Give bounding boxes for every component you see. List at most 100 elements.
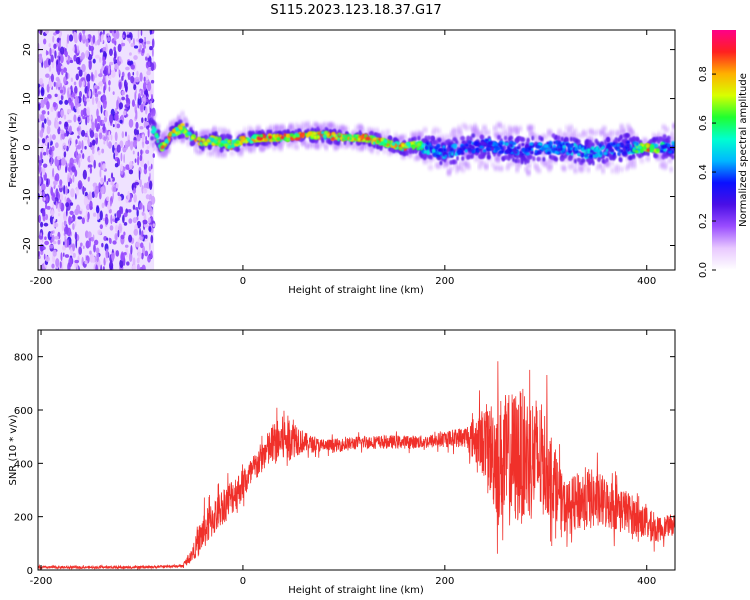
spectrogram-y-axis-label: Frequency (Hz) — [8, 112, 19, 188]
ridge-blob — [526, 169, 531, 176]
noise-blob — [146, 145, 150, 150]
ridge-blob — [199, 141, 203, 146]
noise-blob — [100, 104, 103, 114]
ridge-blob — [509, 140, 513, 145]
noise-blob — [95, 247, 100, 254]
ridge-blob — [568, 144, 573, 148]
ridge-blob — [669, 166, 673, 173]
ridge-blob — [394, 132, 398, 139]
noise-blob — [82, 30, 86, 35]
ridge-blob — [333, 124, 339, 131]
noise-blob — [50, 161, 53, 167]
noise-blob — [133, 193, 137, 203]
noise-blob — [73, 44, 77, 54]
ridge-blob — [155, 129, 161, 134]
noise-blob — [38, 250, 41, 257]
ridge-blob — [482, 148, 487, 153]
noise-blob — [87, 211, 90, 220]
noise-blob — [46, 100, 50, 110]
noise-blob — [69, 137, 72, 141]
ridge-blob — [542, 156, 546, 162]
noise-blob — [143, 44, 146, 49]
noise-blob — [123, 222, 128, 226]
ridge-blob — [480, 141, 484, 146]
noise-blob — [120, 234, 125, 240]
noise-blob — [115, 119, 117, 130]
ridge-blob — [662, 163, 668, 170]
ridge-blob — [562, 165, 567, 172]
noise-blob — [46, 205, 51, 210]
noise-blob — [115, 182, 119, 189]
ridge-blob — [589, 154, 593, 159]
noise-blob — [142, 219, 148, 224]
ridge-blob — [557, 141, 562, 145]
noise-blob — [75, 73, 79, 81]
noise-blob — [107, 33, 110, 37]
ridge-blob — [452, 159, 456, 165]
ridge-blob — [464, 148, 468, 153]
noise-blob — [65, 202, 70, 208]
spectrogram-y-ticks: -20 -10 0 10 20 — [22, 43, 675, 254]
ridge-blob — [594, 153, 599, 158]
noise-blob — [43, 118, 47, 124]
ridge-blob — [426, 135, 432, 141]
ridge-blob — [586, 166, 591, 173]
ridge-blob — [496, 147, 501, 151]
noise-blob — [88, 138, 90, 147]
noise-blob — [64, 185, 68, 196]
noise-blob — [88, 191, 93, 201]
ridge-blob — [502, 141, 506, 146]
noise-blob — [45, 203, 48, 210]
noise-blob — [95, 205, 100, 214]
ridge-blob — [581, 154, 584, 158]
y-tick-label: 10 — [22, 92, 33, 105]
noise-blob — [97, 91, 102, 95]
ridge-blob — [160, 133, 165, 140]
noise-blob — [143, 121, 147, 128]
ridge-blob — [486, 150, 491, 156]
noise-blob — [87, 231, 92, 239]
ridge-blob — [417, 135, 421, 141]
y-tick-label: -20 — [22, 237, 33, 253]
noise-blob — [102, 100, 107, 109]
ridge-blob — [428, 142, 432, 147]
noise-blob — [82, 80, 85, 88]
ridge-blob — [337, 137, 340, 142]
ridge-blob — [659, 162, 663, 169]
ridge-blob — [634, 136, 640, 142]
ridge-blob — [366, 126, 371, 133]
ridge-blob — [556, 135, 561, 141]
noise-blob — [85, 116, 88, 126]
ridge-blob — [454, 152, 458, 157]
noise-blob — [93, 159, 96, 169]
noise-blob — [132, 150, 135, 155]
noise-blob — [60, 157, 66, 166]
noise-blob — [98, 131, 103, 140]
spectrogram-panel: -200 0 200 400 -20 -10 0 10 20 Height of straig… — [8, 29, 676, 296]
spectrogram-heatmap — [38, 30, 675, 270]
noise-blob — [68, 125, 72, 134]
noise-blob — [84, 260, 88, 265]
noise-blob — [150, 79, 155, 84]
ridge-blob — [391, 142, 396, 146]
noise-blob — [141, 264, 146, 270]
noise-blob — [90, 236, 94, 242]
ridge-blob — [268, 135, 272, 140]
ridge-blob — [360, 144, 365, 151]
ridge-blob — [616, 143, 620, 147]
noise-blob — [141, 117, 144, 124]
noise-blob — [89, 130, 95, 138]
ridge-blob — [474, 155, 480, 162]
ridge-blob — [374, 127, 380, 134]
ridge-blob — [668, 157, 673, 164]
noise-blob — [119, 119, 123, 124]
noise-blob — [134, 158, 137, 163]
noise-blob — [52, 101, 57, 108]
noise-blob — [134, 76, 140, 83]
noise-blob — [115, 250, 120, 257]
noise-blob — [54, 196, 59, 204]
noise-blob — [101, 148, 105, 154]
noise-blob — [135, 241, 141, 248]
noise-blob — [108, 237, 111, 243]
noise-blob — [80, 129, 86, 137]
